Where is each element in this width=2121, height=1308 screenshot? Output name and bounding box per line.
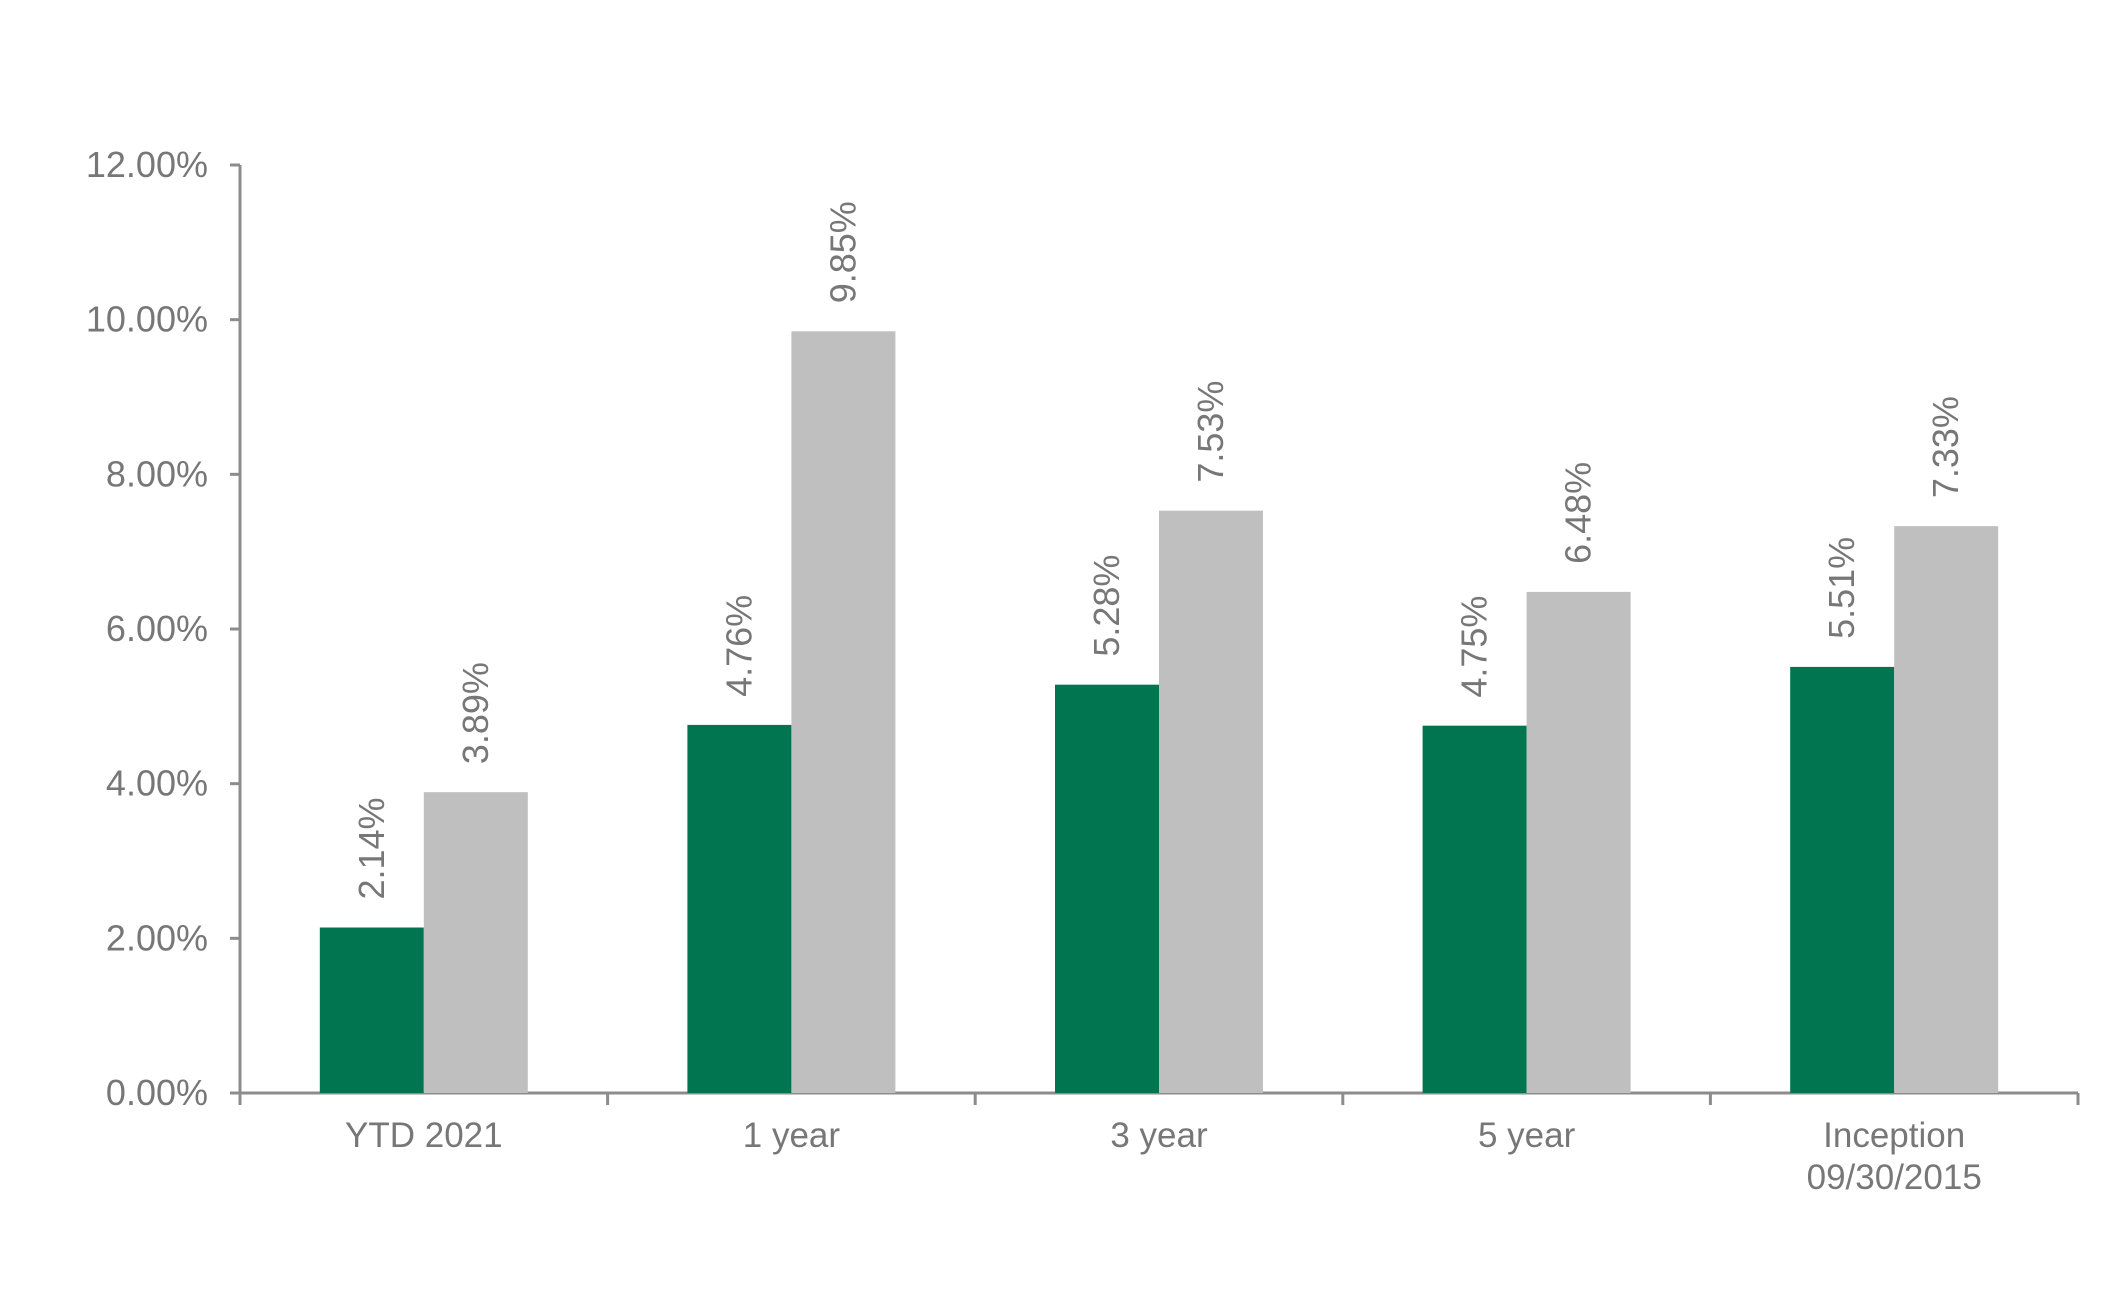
x-axis — [238, 1091, 2080, 1105]
y-tick-label: 10.00% — [86, 299, 208, 340]
data-label: 7.33% — [1925, 396, 1966, 498]
x-category-label: Inception 09/30/2015 — [1807, 1116, 1982, 1197]
bar — [1159, 510, 1263, 1093]
category-labels: YTD 2021 1 year 3 year 5 year Inception 09/30… — [345, 1116, 1982, 1197]
data-label: 4.75% — [1454, 596, 1495, 698]
y-tick-label: 8.00% — [106, 453, 208, 494]
data-label: 5.28% — [1086, 555, 1127, 657]
data-label: 2.14% — [351, 797, 392, 899]
bar — [319, 927, 424, 1093]
x-category-label: 1 year — [743, 1116, 841, 1155]
x-category-label: 3 year — [1110, 1116, 1208, 1155]
y-tick-label: 12.00% — [86, 144, 208, 185]
bar — [1526, 591, 1631, 1093]
data-label: 9.85% — [822, 201, 863, 303]
y-tick-label: 2.00% — [106, 917, 208, 958]
y-tick-label: 0.00% — [106, 1072, 208, 1113]
data-label: 6.48% — [1558, 462, 1599, 564]
bar — [791, 331, 896, 1093]
bar — [1422, 725, 1527, 1093]
y-tick-label: 6.00% — [106, 608, 208, 649]
y-axis: 0.00% 2.00% 4.00% 6.00% 8.00% 10.00% 12.00% — [86, 144, 242, 1113]
bar — [1894, 526, 1999, 1093]
data-label: 7.53% — [1190, 381, 1231, 483]
data-labels: 2.14% 3.89% 4.76% 9.85% 5.28% 7.53% 4.75% 6.48%… — [351, 201, 1966, 899]
data-label: 3.89% — [455, 662, 496, 764]
x-category-label: 5 year — [1478, 1116, 1576, 1155]
data-label: 4.76% — [718, 595, 759, 697]
y-tick-label: 4.00% — [106, 763, 208, 804]
bar — [1790, 666, 1895, 1093]
bar — [423, 792, 528, 1093]
data-label: 5.51% — [1821, 537, 1862, 639]
bar — [687, 724, 792, 1093]
x-category-label: YTD 2021 — [345, 1116, 503, 1155]
bar — [1055, 684, 1159, 1093]
bars — [319, 331, 1999, 1093]
